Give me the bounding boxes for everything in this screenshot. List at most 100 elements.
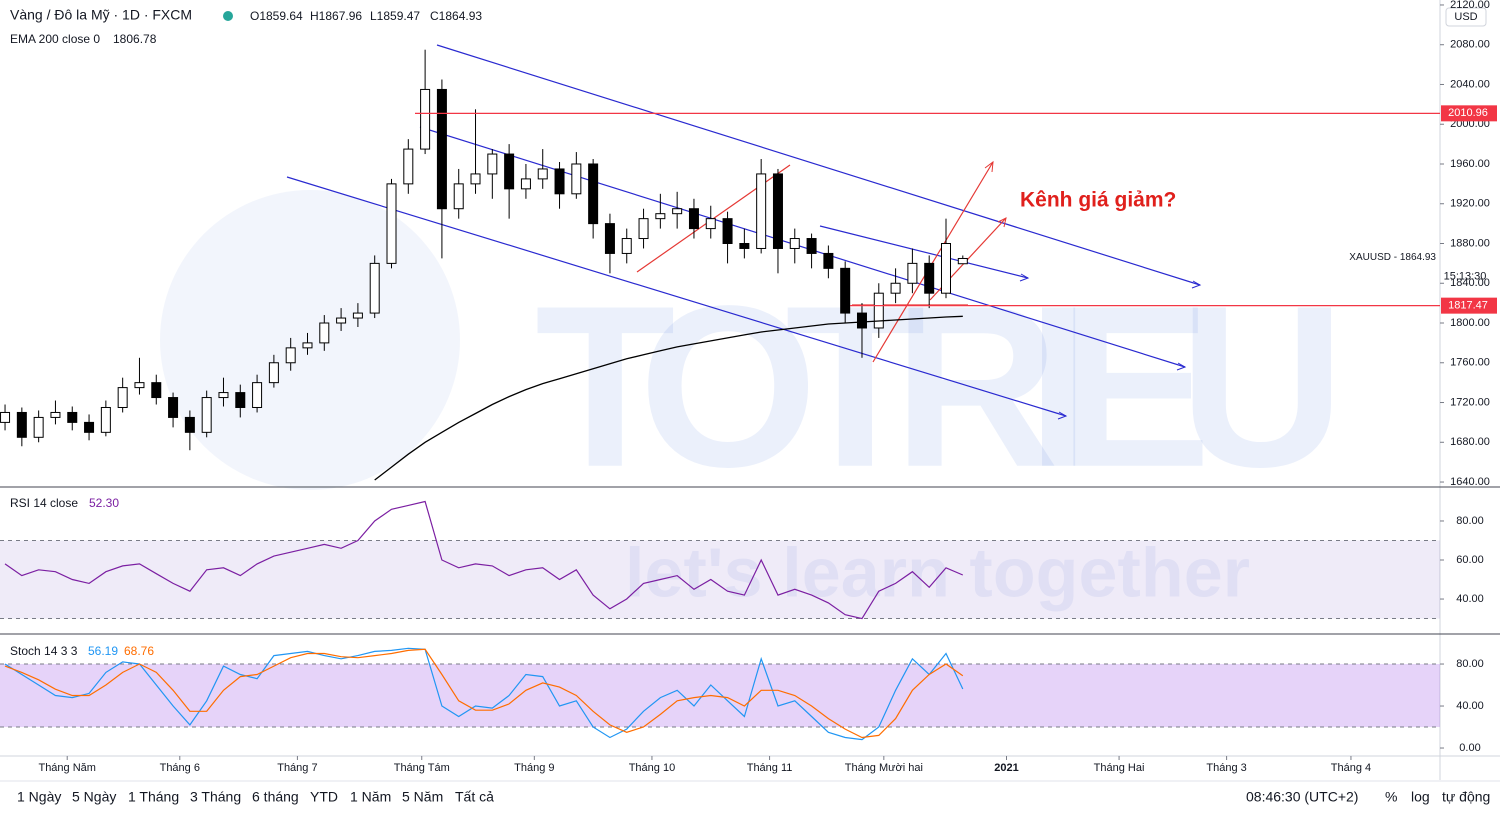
series-line — [4, 648, 964, 739]
y-tick-label: 1720.00 — [1450, 396, 1490, 408]
candle-body — [537, 168, 548, 180]
y-tick-label: 60.00 — [1456, 554, 1484, 566]
candle-body — [504, 153, 515, 190]
candle-body — [151, 382, 162, 399]
candle-body — [638, 218, 649, 240]
candle-body — [672, 208, 683, 215]
y-tick-label: 1920.00 — [1450, 198, 1490, 210]
y-tick-label: 40.00 — [1456, 593, 1484, 605]
y-tick-label: 40.00 — [1456, 700, 1484, 712]
currency-box[interactable] — [1445, 7, 1487, 27]
candle-body — [739, 243, 750, 249]
x-tick-label: Tháng Hai — [1094, 762, 1145, 774]
candle-body — [403, 148, 414, 185]
arrow-head — [1191, 280, 1202, 289]
candle-body — [436, 88, 447, 210]
candle-body — [705, 218, 716, 230]
x-tick-label: Tháng 7 — [277, 762, 317, 774]
scale-option[interactable]: tự động — [1442, 789, 1490, 805]
candle-body — [924, 262, 935, 294]
y-tick-label: 80.00 — [1456, 515, 1484, 527]
indicator-legend: EMA 200 close 0 — [10, 32, 100, 46]
y-tick-label: 2040.00 — [1450, 78, 1490, 90]
scale-option[interactable]: log — [1411, 789, 1430, 805]
candle-body — [453, 183, 464, 210]
candle-body — [655, 213, 666, 220]
candle-body — [470, 173, 481, 185]
candle-body — [50, 411, 61, 418]
watermark-title: TOTRIEU — [535, 258, 1345, 515]
candle-body — [319, 322, 330, 344]
candle-body — [957, 257, 968, 265]
level-tag — [1441, 297, 1497, 314]
candle-body — [285, 347, 296, 364]
candle-body — [722, 218, 733, 244]
candle-body — [890, 282, 901, 294]
trend-arrow — [872, 161, 994, 363]
candle-body — [823, 252, 834, 269]
range-button[interactable]: 1 Ngày — [17, 789, 61, 805]
x-tick-label: Tháng Năm — [38, 762, 95, 774]
x-tick-label: Tháng 4 — [1331, 762, 1371, 774]
candle-body — [16, 411, 27, 438]
pane-title: RSI 14 close — [10, 496, 78, 510]
y-tick-label: 2080.00 — [1450, 39, 1490, 51]
countdown: 15:13:30 — [1444, 270, 1487, 282]
level-tag-label: 2010.96 — [1448, 107, 1488, 119]
level-tag — [1441, 105, 1497, 122]
trend-line — [819, 225, 1029, 279]
currency[interactable]: USD — [1454, 11, 1477, 23]
y-tick-label: 1800.00 — [1450, 317, 1490, 329]
y-tick-label: 80.00 — [1456, 658, 1484, 670]
candle-body — [336, 317, 347, 324]
series-line — [4, 647, 964, 741]
band-fill — [0, 664, 1440, 728]
chart-title: Vàng / Đô la Mỹ · 1D · FXCM — [10, 7, 192, 23]
series-line — [374, 315, 963, 481]
x-tick-label: Tháng 11 — [747, 762, 793, 774]
pane-value: 56.19 — [88, 644, 118, 658]
clock[interactable]: 08:46:30 (UTC+2) — [1246, 789, 1358, 805]
last-price-label: XAUUSD - 1864.93 — [1349, 252, 1436, 263]
range-button[interactable]: Tất cả — [455, 789, 494, 805]
candle-body — [134, 382, 145, 389]
ohlc-label: H1867.96 — [310, 9, 362, 23]
arrow-head — [1057, 411, 1068, 420]
scale-option[interactable]: % — [1385, 789, 1397, 805]
candle-body — [117, 387, 128, 408]
candle-body — [840, 267, 851, 314]
annotation: Kênh giá giảm? — [1020, 189, 1176, 212]
logo-globe — [160, 190, 460, 490]
level-tag-label: 1817.47 — [1448, 300, 1488, 312]
candle-body — [604, 223, 615, 254]
band-fill — [0, 540, 1440, 619]
candle-body — [554, 168, 565, 195]
y-tick-label: 1840.00 — [1450, 277, 1490, 289]
candle-body — [302, 342, 313, 349]
y-tick-label: 1640.00 — [1450, 476, 1490, 488]
range-button[interactable]: 3 Tháng — [190, 789, 241, 805]
range-button[interactable]: 5 Năm — [402, 789, 443, 805]
range-button[interactable]: 1 Tháng — [128, 789, 179, 805]
x-tick-label: Tháng 3 — [1206, 762, 1246, 774]
range-button[interactable]: 6 tháng — [252, 789, 299, 805]
range-button[interactable]: YTD — [310, 789, 338, 805]
candle-body — [67, 411, 78, 423]
candle-body — [806, 238, 817, 254]
candle-body — [772, 173, 783, 249]
candle-body — [168, 397, 179, 418]
candle-body — [907, 262, 918, 284]
candle-body — [201, 397, 212, 433]
candle-body — [856, 312, 867, 329]
arrow-head — [1019, 273, 1030, 282]
arrow-head — [997, 217, 1007, 228]
watermark-slogan: let's learn together — [625, 533, 1250, 611]
candle-body — [487, 153, 498, 175]
x-tick-label: Tháng Tám — [394, 762, 450, 774]
arrow-head — [984, 160, 994, 173]
range-button[interactable]: 5 Ngày — [72, 789, 116, 805]
pane-value: 68.76 — [124, 644, 154, 658]
ohlc-label: C1864.93 — [430, 9, 482, 23]
range-button[interactable]: 1 Năm — [350, 789, 391, 805]
